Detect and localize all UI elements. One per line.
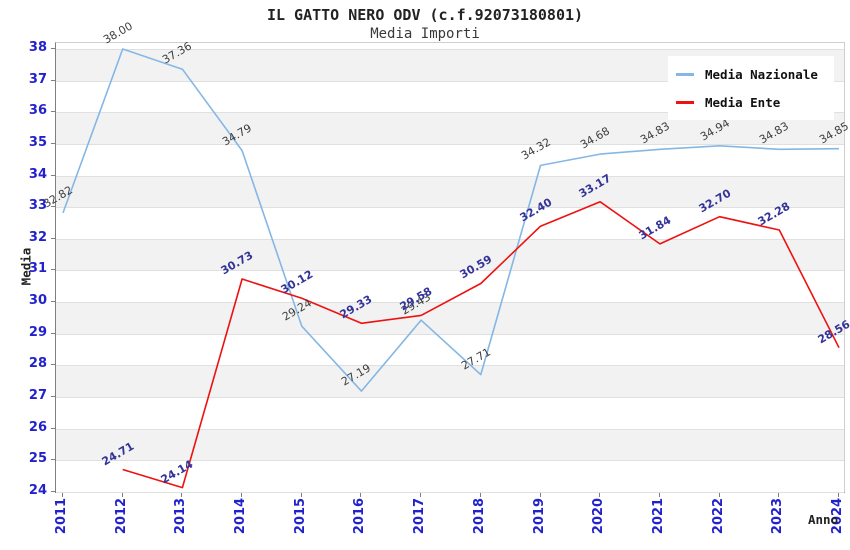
gridline [56, 302, 844, 304]
y-tick-mark [51, 79, 55, 81]
legend-label: Media Ente [705, 94, 781, 110]
gridline [56, 333, 844, 335]
gridline [56, 460, 844, 462]
y-tick-mark [51, 237, 55, 239]
x-tick-mark [718, 493, 720, 497]
series-line-media-nazionale [62, 48, 840, 392]
x-axis-title: Anno [808, 512, 839, 527]
y-tick-mark [51, 142, 55, 144]
x-tick-label: 2011 [54, 497, 69, 535]
y-tick-mark [51, 332, 55, 334]
plot-band [56, 175, 844, 208]
y-tick-label: 27 [28, 388, 47, 404]
x-tick-label: 2018 [471, 497, 487, 535]
y-tick-mark [51, 47, 55, 49]
legend-item-media-ente: Media Ente [676, 88, 826, 116]
y-tick-mark [51, 396, 55, 398]
x-tick-mark [658, 493, 660, 497]
plot-band [56, 365, 844, 398]
y-tick-mark [51, 301, 55, 303]
gridline [56, 238, 844, 240]
x-tick-mark [599, 493, 601, 497]
series-line-media-ente [122, 201, 840, 489]
gridline [56, 48, 844, 50]
gridline [56, 143, 844, 145]
gridline [56, 80, 844, 82]
x-tick-label: 2019 [531, 497, 547, 535]
x-tick-mark [837, 493, 839, 497]
x-tick-mark [121, 493, 123, 497]
legend-label: Media Nazionale [705, 66, 818, 82]
x-tick-label: 2012 [113, 497, 129, 535]
x-tick-mark [300, 493, 302, 497]
plot-band [56, 238, 844, 271]
y-axis-title: Media [18, 247, 34, 286]
y-tick-label: 37 [28, 71, 47, 87]
legend-line-swatch-nazionale-icon [676, 72, 694, 76]
gridline [56, 270, 844, 272]
x-tick-mark [479, 493, 481, 497]
gridline [56, 365, 844, 367]
y-tick-label: 24 [28, 483, 47, 498]
gridline [56, 428, 844, 430]
y-tick-label: 36 [28, 103, 47, 119]
x-tick-label: 2015 [292, 497, 308, 535]
x-tick-label: 2020 [591, 497, 607, 535]
x-tick-mark [778, 493, 780, 497]
y-tick-mark [51, 206, 55, 208]
gridline [56, 112, 844, 114]
x-tick-mark [539, 493, 541, 497]
x-tick-mark [420, 493, 422, 497]
y-tick-mark [51, 111, 55, 113]
series-lines [62, 48, 840, 489]
y-tick-label: 38 [28, 39, 47, 55]
y-tick-label: 31 [28, 261, 47, 277]
x-tick-mark [241, 493, 243, 497]
y-tick-mark [51, 364, 55, 366]
y-tick-label: 28 [28, 356, 47, 372]
x-tick-mark [181, 493, 183, 497]
gridline [56, 397, 844, 399]
gridline [56, 492, 844, 493]
legend: Media Nazionale Media Ente [668, 56, 834, 120]
chart-title: IL GATTO NERO ODV (c.f.92073180801) [266, 6, 584, 24]
x-tick-label: 2016 [352, 497, 368, 535]
y-tick-mark [51, 269, 55, 271]
x-tick-label: 2017 [412, 497, 428, 535]
x-tick-mark [62, 493, 63, 497]
y-tick-label: 30 [28, 293, 47, 309]
chart-subtitle: Media Importi [370, 26, 480, 42]
y-tick-label: 34 [28, 166, 47, 182]
plot-band [56, 428, 844, 461]
gridline [56, 207, 844, 209]
x-tick-mark [360, 493, 362, 497]
y-tick-mark [51, 491, 55, 492]
y-tick-label: 35 [28, 134, 47, 150]
y-tick-label: 25 [28, 451, 47, 467]
y-tick-mark [51, 459, 55, 461]
y-tick-label: 26 [28, 419, 47, 435]
plot-band [56, 302, 844, 334]
gridline [56, 175, 844, 177]
x-tick-label: 2021 [650, 497, 666, 535]
y-tick-label: 33 [28, 198, 47, 214]
x-tick-label: 2023 [770, 497, 786, 535]
y-tick-mark [51, 174, 55, 176]
x-tick-label: 2013 [173, 497, 189, 535]
y-tick-mark [51, 427, 55, 429]
y-tick-label: 29 [28, 324, 47, 340]
y-tick-label: 32 [28, 229, 47, 245]
legend-line-swatch-ente-icon [676, 100, 694, 104]
x-tick-label: 2014 [233, 497, 249, 535]
legend-item-media-nazionale: Media Nazionale [676, 60, 826, 88]
x-tick-label: 2022 [710, 497, 726, 535]
